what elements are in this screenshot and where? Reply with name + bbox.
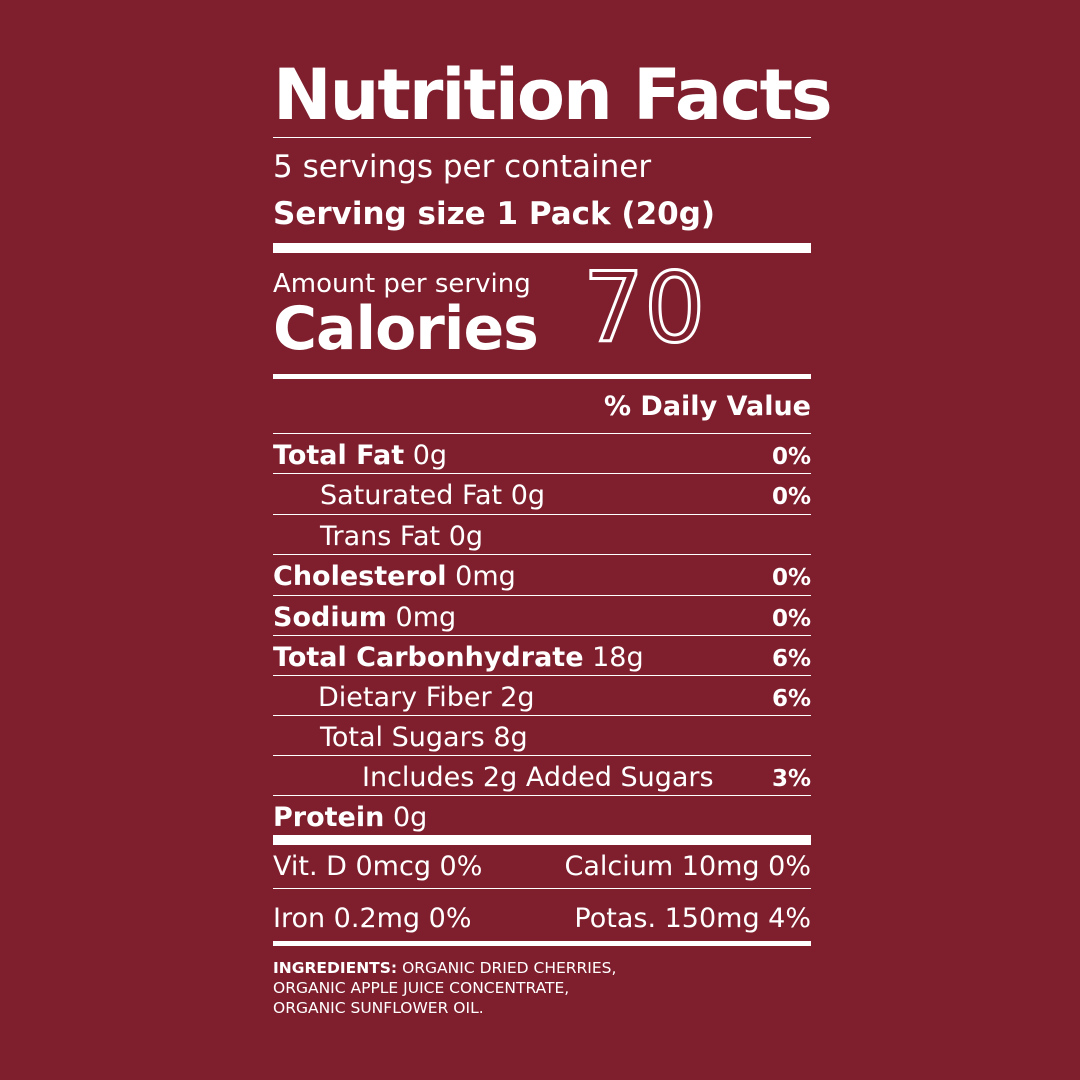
nutrient-amount: 2g [500, 682, 535, 713]
nutrient-pct: 6% [771, 646, 811, 672]
nutrient-name: Protein [273, 802, 385, 833]
nutrient-amount: 0mg [395, 602, 457, 633]
nutrient-row-total-sugars: Total Sugars 8g [273, 716, 811, 756]
divider [273, 795, 811, 796]
amount-per-serving: Amount per serving [273, 269, 531, 299]
nutrient-row-trans-fat: Trans Fat 0g [273, 515, 811, 555]
nutrient-name: Cholesterol [273, 561, 447, 592]
divider [273, 137, 811, 138]
nutrient-row-cholesterol: Cholesterol 0mg 0% [273, 555, 811, 595]
vitamin-d: Vit. D 0mcg 0% [273, 851, 483, 882]
nutrient-row-saturated-fat: Saturated Fat 0g 0% [273, 474, 811, 514]
nutrient-name: Sodium [273, 602, 387, 633]
divider [273, 595, 811, 596]
divider [273, 554, 811, 555]
nutrient-name: Total Sugars [320, 722, 485, 753]
divider-medium [273, 374, 811, 379]
potassium: Potas. 150mg 4% [574, 903, 811, 934]
nutrient-row-dietary-fiber: Dietary Fiber 2g 6% [273, 676, 811, 716]
nutrient-pct: 3% [771, 766, 811, 792]
divider [273, 514, 811, 515]
ingredients-line: ORGANIC APPLE JUICE CONCENTRATE, [273, 979, 570, 997]
nutrient-amount: 0g [412, 440, 448, 471]
nutrient-amount: 0mg [455, 561, 516, 592]
ingredients-line: ORGANIC SUNFLOWER OIL. [273, 999, 484, 1017]
nutrient-amount: 0g [448, 521, 484, 552]
calories-value: 70 [581, 252, 706, 364]
servings-per-container: 5 servings per container [273, 149, 652, 185]
divider [273, 473, 811, 474]
divider [273, 635, 811, 636]
ingredients: INGREDIENTS: ORGANIC DRIED CHERRIES, ORG… [273, 958, 811, 1018]
nutrient-amount: 18g [592, 642, 644, 673]
nutrient-name: Total Carbonhydrate [273, 642, 584, 673]
divider [273, 675, 811, 676]
nutrient-row-added-sugars: Includes 2g Added Sugars 3% [273, 756, 811, 796]
nutrient-row-total-carbohydrate: Total Carbonhydrate 18g 6% [273, 636, 811, 676]
divider-medium [273, 941, 811, 946]
divider [273, 888, 811, 889]
nutrient-row-protein: Protein 0g [273, 796, 811, 836]
nutrient-name: Trans Fat [320, 521, 441, 552]
daily-value-header: % Daily Value [603, 391, 811, 422]
divider-thick [273, 835, 811, 845]
ingredients-label: INGREDIENTS: [273, 959, 398, 977]
iron: Iron 0.2mg 0% [273, 903, 472, 934]
calcium: Calcium 10mg 0% [564, 851, 811, 882]
nutrient-name: Dietary Fiber [318, 682, 492, 713]
nutrient-row-sodium: Sodium 0mg 0% [273, 596, 811, 636]
nutrient-name: Saturated Fat [320, 480, 503, 511]
nutrient-pct: 0% [771, 606, 811, 632]
nutrition-facts-title: Nutrition Facts [273, 54, 833, 136]
nutrient-amount: 0g [510, 480, 546, 511]
divider [273, 715, 811, 716]
nutrient-pct: 0% [771, 484, 811, 510]
calories-label: Calories [273, 294, 539, 364]
nutrient-name: Includes 2g Added Sugars [362, 762, 714, 793]
serving-size: Serving size 1 Pack (20g) [273, 196, 716, 232]
ingredients-line: ORGANIC DRIED CHERRIES, [402, 959, 617, 977]
nutrient-pct: 0% [771, 565, 811, 591]
nutrient-amount: 8g [493, 722, 528, 753]
nutrient-pct: 0% [771, 444, 811, 470]
divider [273, 755, 811, 756]
nutrient-name: Total Fat [273, 440, 405, 471]
nutrient-amount: 0g [392, 802, 428, 833]
nutrient-pct: 6% [771, 686, 811, 712]
divider [273, 433, 811, 434]
nutrient-row-total-fat: Total Fat 0g 0% [273, 434, 811, 474]
divider-thick [273, 243, 811, 253]
